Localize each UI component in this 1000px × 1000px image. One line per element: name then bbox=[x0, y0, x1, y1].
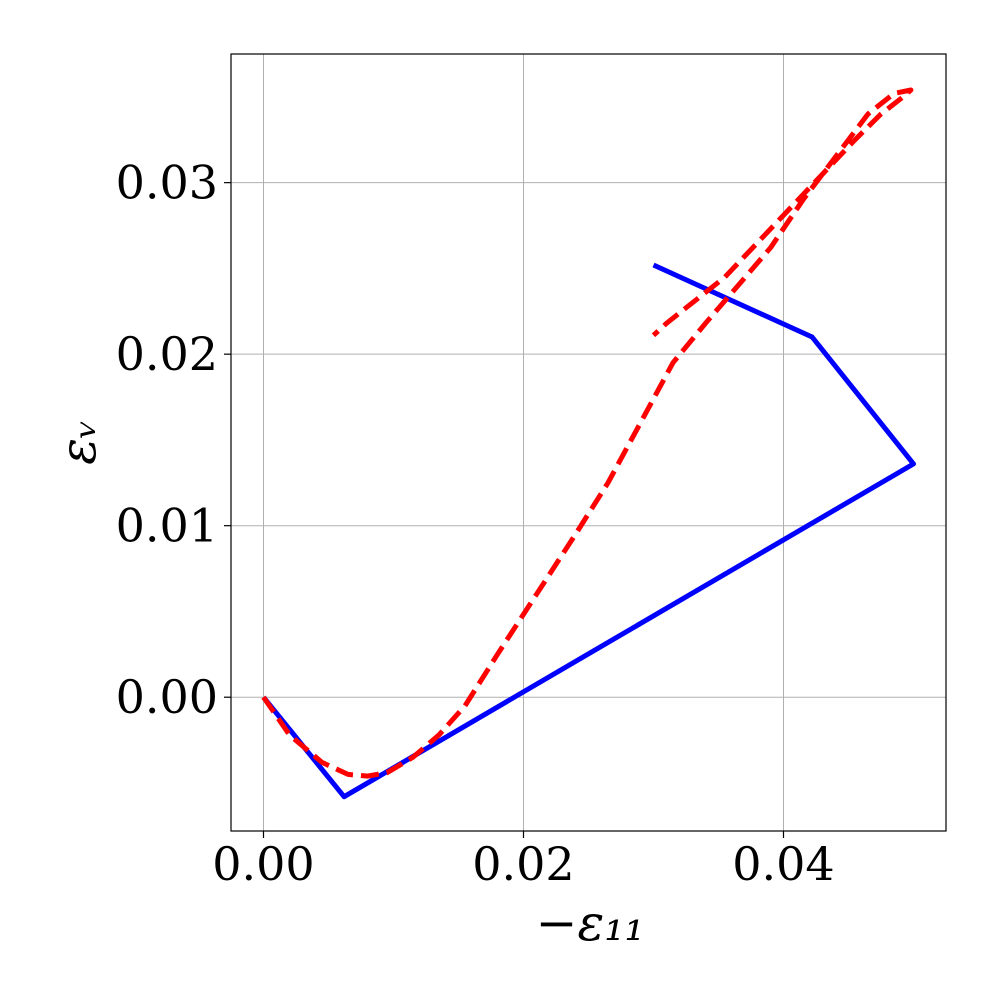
series-layer bbox=[261, 87, 916, 800]
y-tick-label: 0.03 bbox=[116, 156, 218, 210]
ticks: 0.00 0.02 0.04 0.00 0.01 0.02 0.03 bbox=[116, 156, 835, 891]
series-line-1 bbox=[261, 87, 914, 779]
x-tick-label: 0.00 bbox=[212, 837, 314, 891]
y-tick-label: 0.01 bbox=[116, 499, 218, 553]
y-axis-label: εᵥ bbox=[49, 419, 107, 464]
x-tick-label: 0.02 bbox=[472, 837, 574, 891]
series-line-0 bbox=[261, 262, 916, 800]
x-axis-label: −ε₁₁ bbox=[536, 894, 645, 952]
x-tick-label: 0.04 bbox=[732, 837, 834, 891]
axes-frame bbox=[230, 53, 947, 832]
grid bbox=[231, 54, 946, 831]
y-tick-label: 0.00 bbox=[116, 670, 218, 724]
y-tick-label: 0.02 bbox=[116, 327, 218, 381]
